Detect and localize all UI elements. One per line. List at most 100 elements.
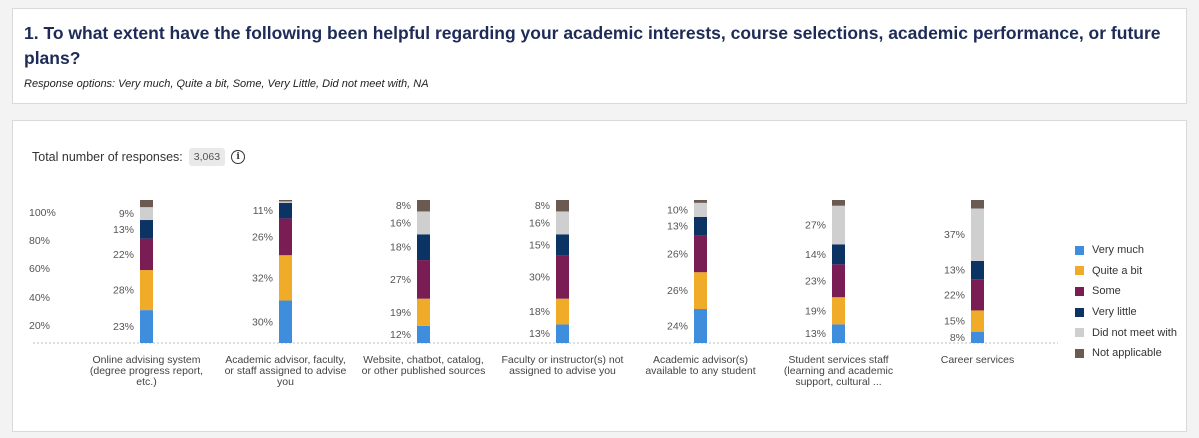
bar-segment bbox=[279, 202, 292, 219]
category-label: Academic advisor, faculty, bbox=[225, 354, 346, 366]
category-label: (degree progress report, bbox=[90, 365, 203, 377]
total-responses-label: Total number of responses: bbox=[32, 150, 183, 164]
bar-segment bbox=[694, 272, 707, 310]
info-icon[interactable]: i bbox=[231, 150, 246, 164]
bar-segment bbox=[694, 235, 707, 273]
bar-segment bbox=[971, 310, 984, 332]
data-label: 16% bbox=[529, 217, 550, 229]
data-label: 22% bbox=[113, 249, 134, 261]
y-tick-label: 100% bbox=[29, 207, 56, 219]
legend-label: Did not meet with bbox=[1092, 326, 1177, 339]
question-title: 1. To what extent have the following bee… bbox=[24, 23, 1161, 68]
bar-segment bbox=[832, 200, 845, 206]
data-label: 23% bbox=[805, 275, 826, 287]
chart-card: Total number of responses: 3,063 i 100% 8… bbox=[12, 120, 1187, 432]
bar-segment bbox=[832, 244, 845, 265]
legend-swatch bbox=[1075, 328, 1084, 338]
data-label: 19% bbox=[805, 305, 826, 317]
bar-segment bbox=[556, 200, 569, 212]
bar-segment bbox=[556, 211, 569, 235]
bar-segment bbox=[279, 300, 292, 343]
bar-segment bbox=[140, 207, 153, 221]
bar-segment bbox=[279, 255, 292, 301]
bar-segment bbox=[140, 310, 153, 343]
legend-item[interactable]: Some bbox=[1075, 281, 1177, 302]
y-tick-label: 80% bbox=[29, 235, 50, 247]
category-label: you bbox=[277, 376, 294, 388]
category-label: Academic advisor(s) bbox=[653, 354, 748, 366]
data-label: 30% bbox=[529, 272, 550, 284]
data-label: 19% bbox=[390, 307, 411, 319]
total-responses-count: 3,063 bbox=[188, 148, 226, 166]
y-tick-label: 20% bbox=[29, 320, 50, 332]
legend-swatch bbox=[1075, 245, 1084, 255]
legend-item[interactable]: Very little bbox=[1075, 302, 1177, 323]
bar-segment bbox=[971, 279, 984, 311]
data-label: 11% bbox=[253, 205, 273, 217]
legend-label: Some bbox=[1092, 285, 1121, 298]
data-label: 13% bbox=[529, 328, 550, 340]
total-responses: Total number of responses: 3,063 i bbox=[32, 148, 246, 166]
data-label: 26% bbox=[667, 248, 688, 260]
y-tick-label: 60% bbox=[29, 263, 50, 275]
legend-swatch bbox=[1075, 307, 1084, 317]
data-label: 8% bbox=[950, 332, 965, 344]
data-label: 13% bbox=[805, 328, 826, 340]
bar-segment bbox=[694, 200, 707, 203]
legend-item[interactable]: Did not meet with bbox=[1075, 322, 1177, 343]
data-label: 32% bbox=[252, 272, 273, 284]
bar-segment bbox=[832, 324, 845, 343]
data-label: 13% bbox=[113, 224, 134, 236]
bar-segment bbox=[694, 216, 707, 236]
legend-swatch bbox=[1075, 348, 1084, 358]
data-label: 37% bbox=[944, 229, 965, 241]
data-label: 24% bbox=[667, 321, 688, 333]
data-label: 9% bbox=[119, 208, 134, 220]
data-label: 30% bbox=[252, 316, 273, 328]
legend-swatch bbox=[1075, 266, 1084, 276]
category-label: available to any student bbox=[645, 365, 755, 377]
bar-segment bbox=[279, 201, 292, 203]
chart-legend: Very much Quite a bit Some Very little Did n… bbox=[1075, 240, 1177, 364]
bar-segment bbox=[417, 200, 430, 212]
category-label: etc.) bbox=[136, 376, 156, 388]
legend-item[interactable]: Not applicable bbox=[1075, 343, 1177, 364]
legend-label: Very little bbox=[1092, 306, 1137, 319]
category-label: Faculty or instructor(s) not bbox=[502, 354, 624, 366]
category-label: Student services staff bbox=[788, 354, 888, 366]
legend-item[interactable]: Very much bbox=[1075, 240, 1177, 261]
data-label: 22% bbox=[944, 289, 965, 301]
bar-segment bbox=[971, 331, 984, 343]
bar-segment bbox=[832, 205, 845, 245]
data-label: 27% bbox=[805, 220, 826, 232]
data-label: 28% bbox=[113, 285, 134, 297]
category-label: support, cultural ... bbox=[795, 376, 881, 388]
bar-segment bbox=[971, 260, 984, 280]
y-tick-label: 40% bbox=[29, 292, 50, 304]
bar-segment bbox=[556, 234, 569, 256]
data-label: 27% bbox=[390, 274, 411, 286]
bar-segment bbox=[694, 309, 707, 343]
data-label: 12% bbox=[390, 329, 411, 341]
bar-segment bbox=[832, 297, 845, 325]
data-label: 13% bbox=[944, 265, 965, 277]
data-label: 26% bbox=[667, 285, 688, 297]
data-label: 10% bbox=[667, 204, 688, 216]
legend-swatch bbox=[1075, 286, 1084, 296]
response-options-text: Response options: Very much, Quite a bit… bbox=[24, 78, 429, 90]
bar-segment bbox=[140, 238, 153, 271]
legend-item[interactable]: Quite a bit bbox=[1075, 261, 1177, 282]
category-label: or staff assigned to advise bbox=[225, 365, 347, 377]
data-label: 26% bbox=[252, 231, 273, 243]
data-label: 14% bbox=[805, 249, 826, 261]
bar-segment bbox=[556, 324, 569, 343]
bar-segment bbox=[971, 200, 984, 209]
bar-segment bbox=[556, 298, 569, 325]
data-label: 13% bbox=[667, 221, 688, 233]
data-label: 18% bbox=[529, 306, 550, 318]
bar-segment bbox=[417, 234, 430, 261]
bar-segment bbox=[417, 260, 430, 299]
bar-segment bbox=[556, 255, 569, 299]
legend-label: Quite a bit bbox=[1092, 264, 1143, 277]
bar-segment bbox=[140, 220, 153, 239]
